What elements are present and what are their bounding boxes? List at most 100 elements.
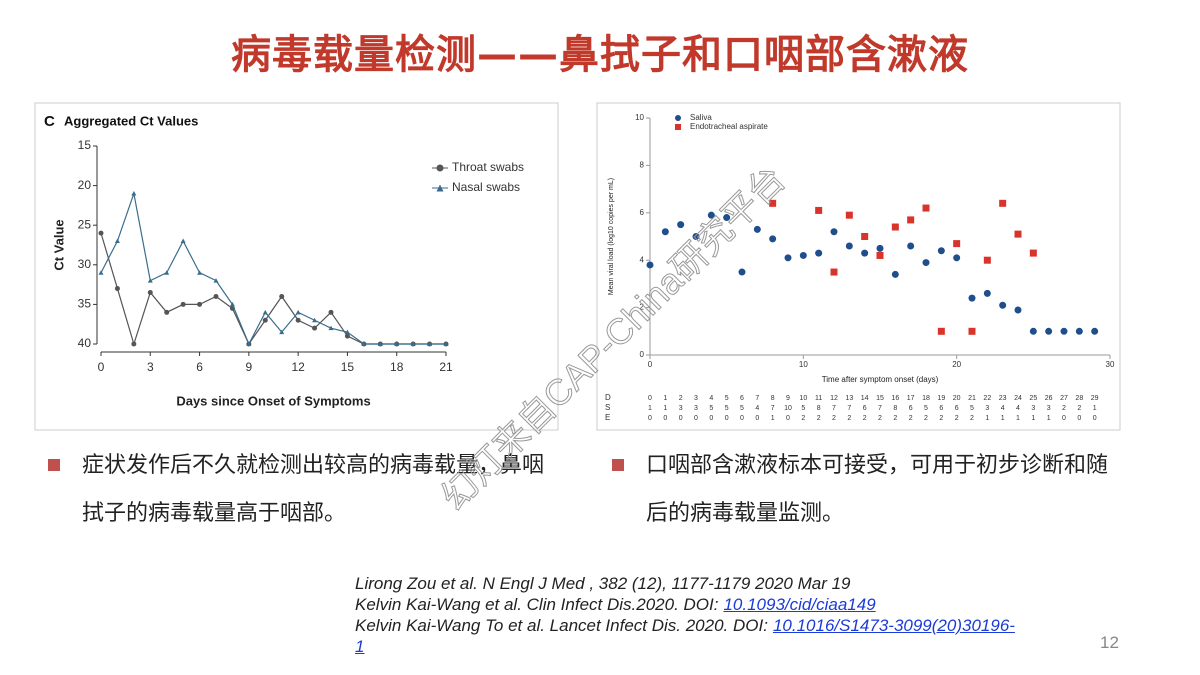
chart-title: Aggregated Ct Values (64, 113, 198, 128)
table-cell: 0 (694, 415, 698, 422)
x-tick-label: 6 (196, 360, 203, 374)
table-cell: 5 (924, 405, 928, 412)
point (344, 333, 350, 339)
point (769, 235, 777, 243)
table-cell: 28 (1075, 395, 1083, 402)
point (968, 327, 976, 335)
point (692, 233, 700, 240)
doi-link[interactable]: 10.1093/cid/ciaa149 (723, 595, 876, 614)
panel-label: C (44, 113, 55, 130)
point (427, 341, 433, 346)
y-tick-label: 4 (640, 255, 645, 264)
table-cell: 2 (878, 415, 882, 422)
table-cell: 10 (784, 405, 792, 412)
point (180, 301, 186, 307)
point (907, 242, 915, 250)
table-cell: 8 (771, 395, 775, 402)
y-tick-label: 40 (78, 336, 92, 350)
table-cell: 5 (725, 405, 729, 412)
table-cell: 4 (1001, 405, 1005, 412)
table-cell: 6 (939, 405, 943, 412)
point (876, 244, 884, 252)
y-axis-label: Mean viral load (log10 copies per mL) (608, 178, 615, 295)
y-tick-label: 10 (635, 113, 644, 122)
y-tick-label: 35 (78, 297, 92, 311)
point (1045, 327, 1053, 335)
point (723, 214, 731, 222)
point (876, 251, 884, 259)
table-cell: 0 (1093, 415, 1097, 422)
point (197, 270, 203, 275)
series-line (100, 191, 446, 346)
table-cell: 23 (999, 395, 1007, 402)
point (279, 293, 285, 299)
table-cell: 11 (815, 395, 822, 402)
table-cell: 25 (1029, 395, 1037, 402)
point (999, 199, 1007, 207)
table-cell: 21 (968, 395, 976, 402)
table-cell: 22 (983, 395, 991, 402)
table-row-label: D (605, 393, 611, 402)
x-tick-label: 15 (341, 360, 355, 374)
point (262, 309, 268, 315)
y-tick-label: 6 (640, 208, 645, 217)
x-axis-label: Time after symptom onset (days) (822, 375, 939, 384)
point (907, 216, 915, 224)
x-axis-label: Days since Onset of Symptoms (176, 393, 370, 408)
point (312, 325, 318, 331)
point (361, 341, 367, 346)
table-cell: 2 (1077, 405, 1081, 412)
x-tick-label: 0 (98, 360, 105, 374)
table-cell: 7 (832, 405, 836, 412)
point (937, 247, 945, 255)
table-cell: 24 (1014, 395, 1022, 402)
y-tick-label: 15 (78, 138, 92, 152)
table-cell: 5 (725, 395, 729, 402)
point (646, 261, 654, 269)
point (328, 309, 334, 315)
point (1014, 230, 1022, 238)
table-cell: 0 (725, 415, 729, 422)
right-figure-frame (596, 102, 1121, 431)
point (1029, 327, 1037, 335)
table-cell: 2 (909, 415, 913, 422)
point (147, 290, 153, 296)
table-cell: 6 (909, 405, 913, 412)
reference-text: Kelvin Kai-Wang et al. Clin Infect Dis.2… (355, 595, 719, 614)
y-tick-label: 8 (640, 161, 645, 170)
point (830, 268, 838, 276)
doi-link[interactable]: 10.1016/S1473-3099(20)30196-1 (355, 616, 1015, 656)
point (213, 278, 219, 283)
table-cell: 8 (893, 405, 897, 412)
point (114, 286, 120, 292)
table-cell: 12 (830, 395, 838, 402)
table-cell: 18 (922, 395, 930, 402)
table-cell: 4 (755, 405, 759, 412)
table-cell: 2 (924, 415, 928, 422)
point (98, 230, 104, 236)
x-tick-label: 3 (147, 360, 154, 374)
point (753, 225, 761, 233)
table-cell: 3 (1047, 405, 1051, 412)
y-tick-label: 30 (78, 257, 92, 271)
table-cell: 13 (845, 395, 853, 402)
table-cell: 2 (832, 415, 836, 422)
table-cell: 2 (955, 415, 959, 422)
legend-label: Throat swabs (452, 160, 524, 174)
point (677, 221, 685, 229)
slide-title: 病毒载量检测——鼻拭子和口咽部含漱液 (231, 32, 969, 78)
table-cell: 1 (985, 415, 989, 422)
table-cell: 10 (799, 395, 807, 402)
x-tick-label: 12 (291, 360, 305, 374)
point (861, 233, 869, 240)
table-cell: 15 (876, 395, 884, 402)
table-cell: 5 (709, 405, 713, 412)
table-cell: 4 (709, 395, 713, 402)
point (922, 259, 930, 267)
table-cell: 1 (1093, 405, 1097, 412)
legend-label: Endotracheal aspirate (690, 122, 768, 131)
point (377, 341, 383, 346)
point (1075, 327, 1083, 335)
x-tick-label: 18 (390, 360, 404, 374)
